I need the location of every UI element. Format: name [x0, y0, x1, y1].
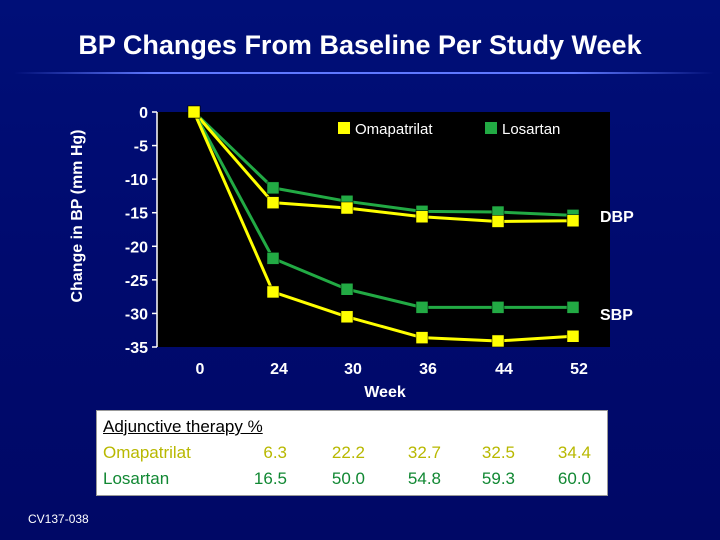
slide-title: BP Changes From Baseline Per Study Week	[78, 30, 642, 60]
y-tick-label: 0	[139, 105, 148, 122]
x-tick-label: 52	[570, 361, 588, 378]
x-axis-label: Week	[364, 384, 406, 401]
data-point-losartan-sbp	[491, 301, 505, 314]
legend-swatch-omapatrilat	[338, 122, 350, 134]
data-point-losartan-sbp	[340, 283, 354, 296]
y-tick-label: -25	[125, 273, 148, 290]
data-point-omapatrilat-sbp	[340, 310, 354, 324]
table-cell: 22.2	[331, 443, 365, 462]
table-cell: 54.8	[407, 469, 441, 488]
data-point-omapatrilat-sbp	[415, 331, 429, 344]
data-point-omapatrilat-dbp	[266, 196, 280, 209]
table-cell: 50.0	[331, 469, 365, 488]
data-point-omapatrilat-sbp	[566, 330, 580, 343]
title-underline	[14, 72, 714, 74]
legend-label-losartan: Losartan	[502, 121, 560, 138]
x-tick-label: 30	[344, 361, 362, 378]
data-point-losartan-sbp	[566, 301, 580, 314]
x-tick-label: 24	[270, 361, 288, 378]
data-point-losartan-sbp	[266, 252, 280, 265]
data-point-omapatrilat-dbp	[415, 210, 429, 223]
x-tick-label: 0	[196, 361, 205, 378]
series-line-omapatrilat-sbp	[192, 111, 574, 343]
table-row-label-losartan: Losartan	[103, 469, 170, 488]
legend-swatch-losartan	[485, 122, 497, 134]
data-point-losartan-dbp	[266, 181, 280, 195]
x-tick-label: 44	[495, 361, 513, 378]
annotation-dbp: DBP	[600, 209, 634, 226]
y-tick-label: -15	[125, 206, 148, 223]
slide-code: CV137-038	[28, 512, 89, 526]
table-cell: 32.5	[481, 443, 515, 462]
table-cell: 60.0	[557, 469, 591, 488]
y-tick-label: -10	[125, 172, 148, 189]
y-tick-label: -20	[125, 239, 148, 256]
y-tick-label: -5	[134, 139, 148, 156]
x-tick-label: 36	[419, 361, 437, 378]
y-axis-label: Change in BP (mm Hg)	[69, 129, 86, 303]
data-point-omapatrilat-dbp	[566, 214, 580, 228]
data-point-omapatrilat-sbp	[266, 285, 280, 299]
data-point-omapatrilat-sbp	[491, 334, 505, 348]
table-cell: 16.5	[253, 469, 287, 488]
table-header: Adjunctive therapy %	[103, 417, 263, 436]
data-point-omapatrilat-dbp	[491, 215, 505, 228]
table-row-label-omapatrilat: Omapatrilat	[103, 443, 191, 462]
table-cell: 59.3	[481, 469, 515, 488]
series-line-losartan-dbp	[192, 110, 574, 217]
table-cell: 6.3	[263, 443, 287, 462]
y-tick-label: -35	[125, 340, 148, 357]
series-line-omapatrilat-dbp	[192, 111, 574, 223]
y-tick-label: -30	[125, 306, 148, 323]
data-point-omapatrilat-dbp	[340, 201, 354, 215]
data-point-losartan-sbp	[415, 301, 429, 314]
table-cell: 32.7	[407, 443, 441, 462]
table-cell: 34.4	[557, 443, 591, 462]
series-line-losartan-sbp	[192, 111, 573, 309]
annotation-sbp: SBP	[600, 307, 633, 324]
legend-label-omapatrilat: Omapatrilat	[355, 121, 433, 138]
data-point-omapatrilat-sbp	[187, 105, 201, 119]
adjunctive-therapy-table: Adjunctive therapy % Omapatrilat 6.3 22.…	[96, 410, 608, 496]
